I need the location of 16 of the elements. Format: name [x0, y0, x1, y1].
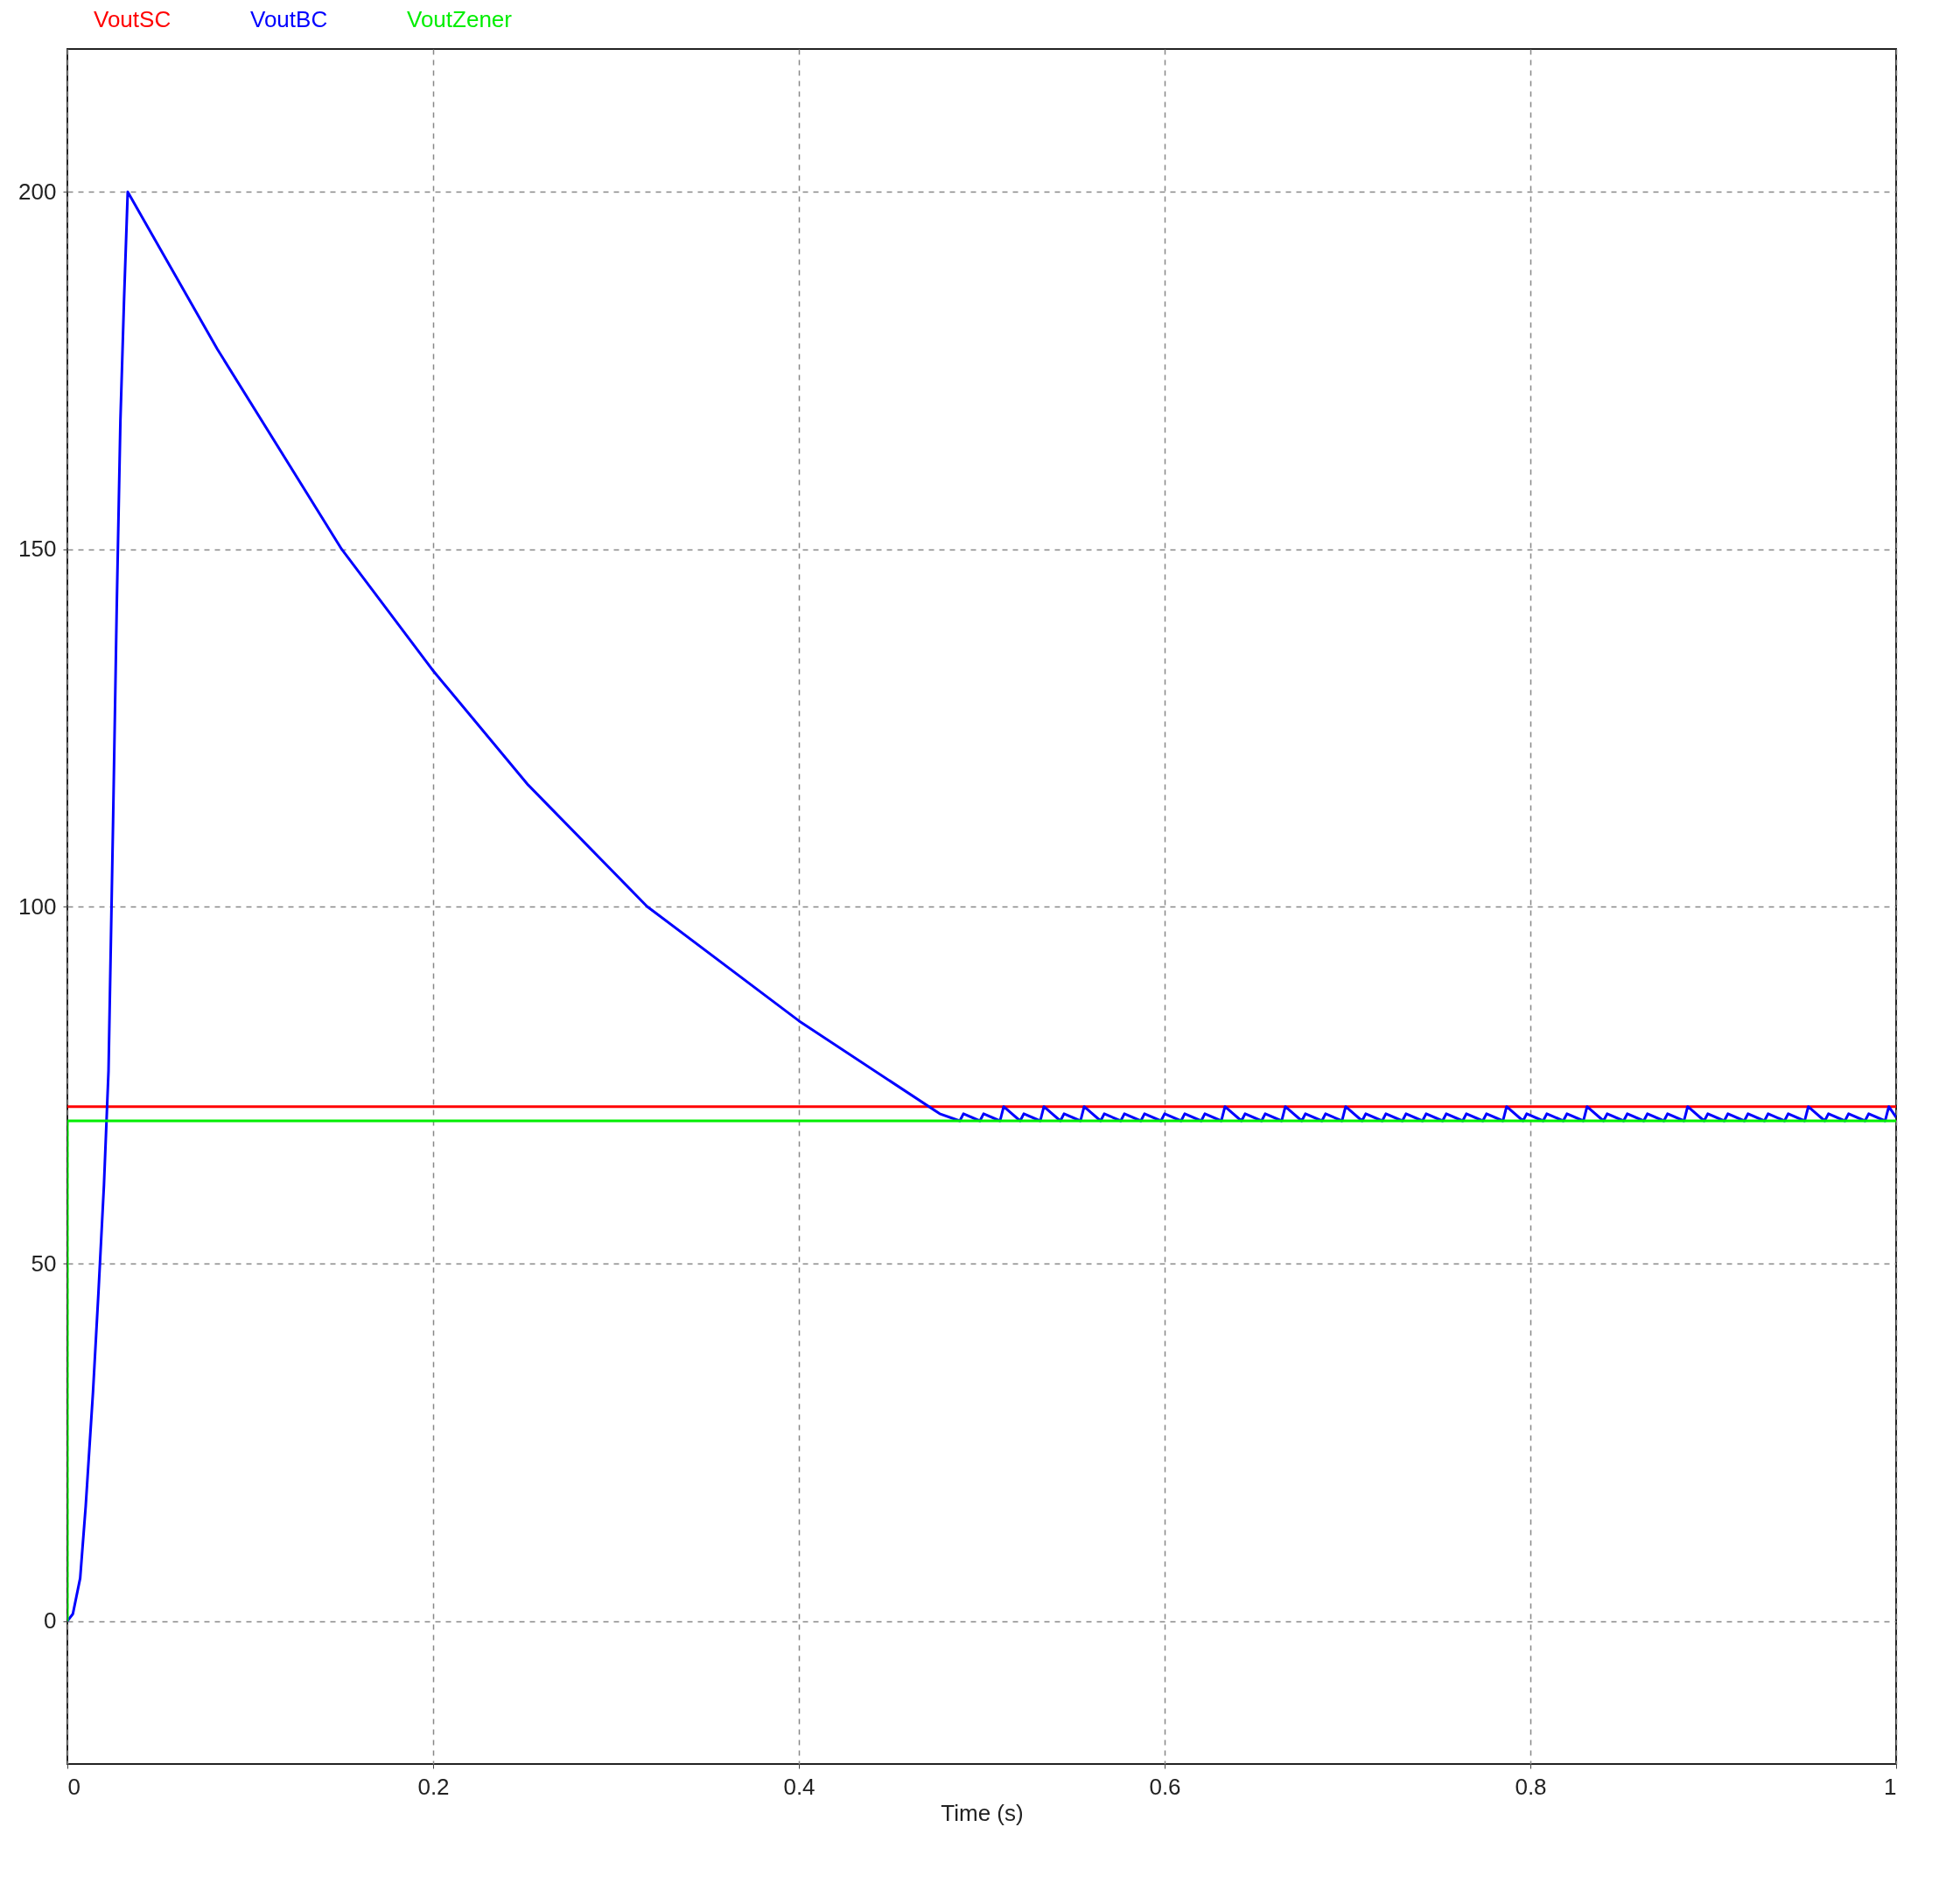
y-tick-label: 50 [31, 1250, 57, 1277]
x-tick-label: 0 [67, 1773, 80, 1800]
x-tick-label: 0.4 [783, 1773, 816, 1800]
y-tick-label: 0 [44, 1607, 57, 1634]
x-axis-title: Time (s) [941, 1799, 1024, 1826]
text: VoutSC [94, 6, 172, 32]
x-tick-label: 0.8 [1515, 1773, 1547, 1800]
x-tick-label: 0.2 [417, 1773, 450, 1800]
line-series [67, 190, 1896, 1623]
text: VoutBC [250, 6, 328, 32]
text: VoutZener [407, 6, 513, 32]
x-tick-label: 0.6 [1149, 1773, 1181, 1800]
y-tick-label: 100 [18, 892, 57, 920]
y-tick-label: 200 [18, 178, 57, 205]
y-tick-label: 150 [18, 536, 57, 563]
x-tick-label: 1 [1884, 1773, 1897, 1800]
